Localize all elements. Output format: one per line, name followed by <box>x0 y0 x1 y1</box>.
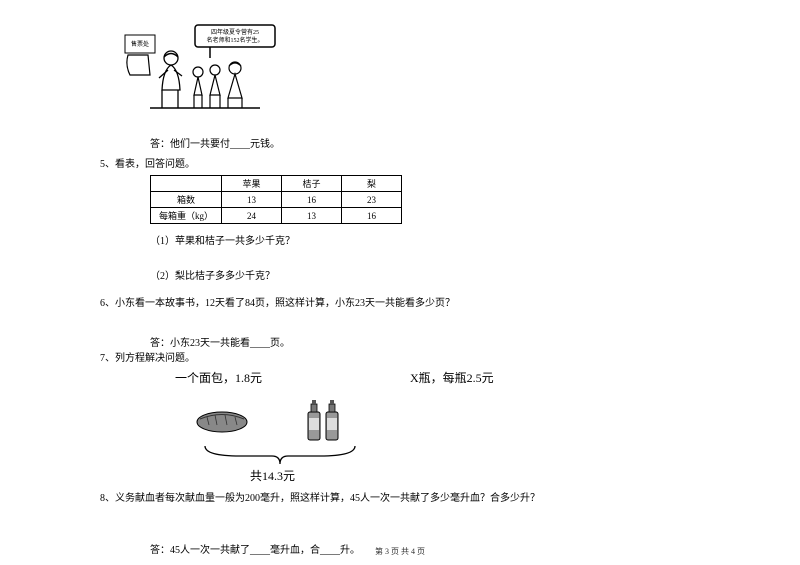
cell: 23 <box>342 192 402 208</box>
banner-line1: 四年级夏令营有25 <box>211 28 259 36</box>
q6: 6、小东看一本故事书，12天看了84页，照这样计算，小东23天一共能看多少页？ <box>100 294 700 309</box>
cell: 13 <box>282 208 342 224</box>
q7-text: 列方程解决问题。 <box>115 353 195 364</box>
page-footer: 第 3 页 共 4 页 <box>0 546 800 557</box>
bread-icon <box>195 407 250 438</box>
cell: 16 <box>282 192 342 208</box>
q4-answer: 答：他们一共要付____元钱。 <box>150 135 700 150</box>
header-cell: 苹果 <box>222 176 282 192</box>
q8-text: 义务献血者每次献血量一般为200毫升，照这样计算，45人一次一共献了多少毫升血？… <box>115 493 540 504</box>
cell: 13 <box>222 192 282 208</box>
q5-table: 苹果 桔子 梨 箱数 13 16 23 每箱重（kg） 24 13 16 <box>150 175 402 224</box>
brace-icon <box>200 444 350 469</box>
q8-num: 8、 <box>100 493 115 504</box>
bottle-label: X瓶，每瓶2.5元 <box>410 369 494 386</box>
table-row: 苹果 桔子 梨 <box>151 176 402 192</box>
cell: 24 <box>222 208 282 224</box>
cell: 16 <box>342 208 402 224</box>
q7: 7、列方程解决问题。 <box>100 349 700 364</box>
total-label: 共14.3元 <box>250 467 295 484</box>
q6-answer: 答：小东23天一共能看____页。 <box>150 334 700 349</box>
header-cell: 梨 <box>342 176 402 192</box>
table-row: 箱数 13 16 23 <box>151 192 402 208</box>
table-row: 每箱重（kg） 24 13 16 <box>151 208 402 224</box>
header-cell: 桔子 <box>282 176 342 192</box>
q5-sub1: （1）苹果和桔子一共多少千克？ <box>150 232 700 247</box>
q5: 5、看表，回答问题。 <box>100 155 700 170</box>
banner-line2: 名老师和152名学生。 <box>206 36 263 44</box>
header-cell <box>151 176 222 192</box>
bread-label: 一个面包，1.8元 <box>175 369 262 386</box>
cell: 每箱重（kg） <box>151 208 222 224</box>
cell: 箱数 <box>151 192 222 208</box>
q6-text: 小东看一本故事书，12天看了84页，照这样计算，小东23天一共能看多少页？ <box>115 298 455 309</box>
q5-num: 5、 <box>100 159 115 170</box>
q6-num: 6、 <box>100 298 115 309</box>
q5-title: 看表，回答问题。 <box>115 159 195 170</box>
q8: 8、义务献血者每次献血量一般为200毫升，照这样计算，45人一次一共献了多少毫升… <box>100 489 700 504</box>
q5-sub2: （2）梨比桔子多多少千克？ <box>150 267 700 282</box>
ticket-sign-text: 售票处 <box>131 40 149 48</box>
q7-diagram: 一个面包，1.8元 X瓶，每瓶2.5元 <box>150 369 650 484</box>
bottles-icon <box>300 394 350 447</box>
q7-num: 7、 <box>100 353 115 364</box>
scene-illustration: 售票处 四年级夏令营有25 名老师和152名学生。 <box>120 20 280 120</box>
